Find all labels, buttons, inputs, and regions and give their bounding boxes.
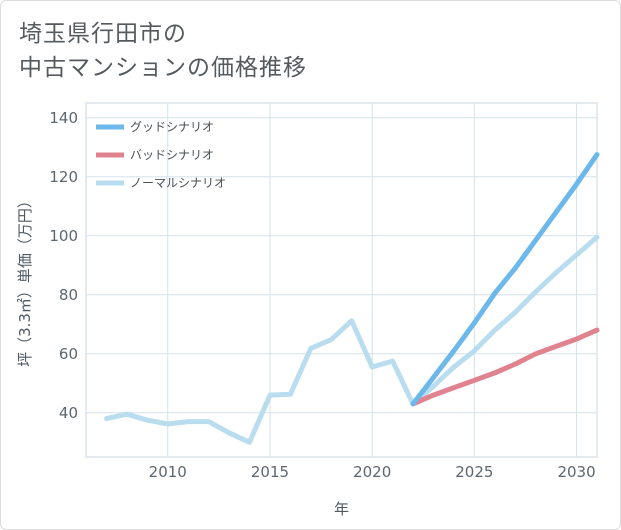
axes: 2010 2015 2020 2025 2030 40 60 80 100 120 140 年 坪（3.… [16,109,596,518]
legend-label-2: ノーマルシナリオ [130,176,226,190]
x-tick-label: 2010 [149,463,187,481]
x-tick-label: 2020 [353,463,391,481]
series-line-1 [410,327,600,407]
x-tick-label: 2025 [455,463,493,481]
legend-label-0: グッドシナリオ [130,120,214,134]
y-axis-title: 坪（3.3㎡）単価（万円） [16,193,34,367]
y-tick-label: 80 [59,286,78,304]
grid-lines [85,102,598,458]
plot-area [85,102,598,458]
x-tick-label: 2030 [557,463,595,481]
series-lines [103,152,600,445]
y-tick-label: 140 [49,109,78,127]
y-tick-label: 120 [49,168,78,186]
series-line-0 [410,152,600,407]
y-tick-label: 40 [59,404,78,422]
legend-label-1: バッドシナリオ [130,148,214,162]
series-line-2 [103,234,600,445]
chart-title-line-1: 埼玉県行田市の [19,21,187,47]
chart-title-line-2: 中古マンションの価格推移 [19,55,307,81]
x-axis-title: 年 [334,500,349,518]
x-tick-label: 2015 [251,463,289,481]
chart-title: 埼玉県行田市の 中古マンションの価格推移 [19,17,307,85]
y-tick-label: 100 [49,227,78,245]
y-tick-label: 60 [59,345,78,363]
